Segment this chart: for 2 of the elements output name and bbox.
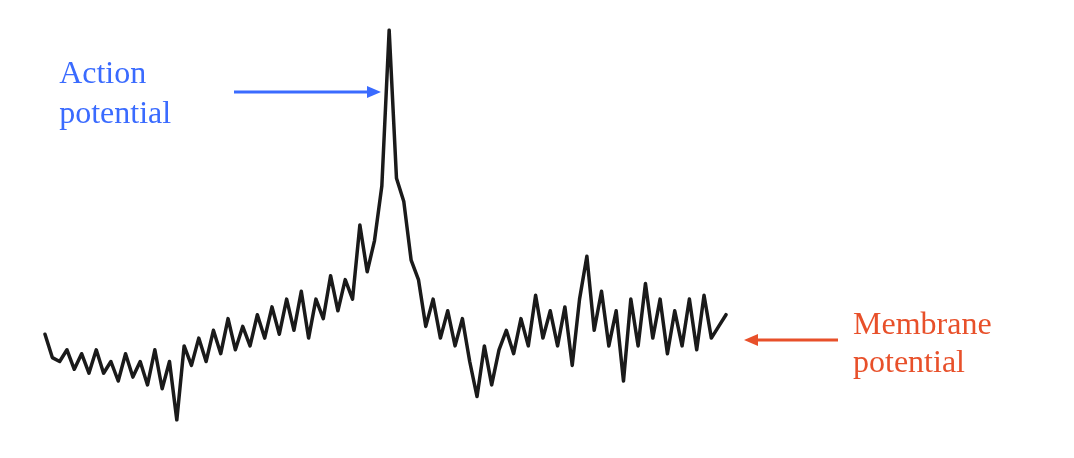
annotation: Action potential (59, 53, 173, 132)
text: Membrane potential (853, 303, 993, 380)
